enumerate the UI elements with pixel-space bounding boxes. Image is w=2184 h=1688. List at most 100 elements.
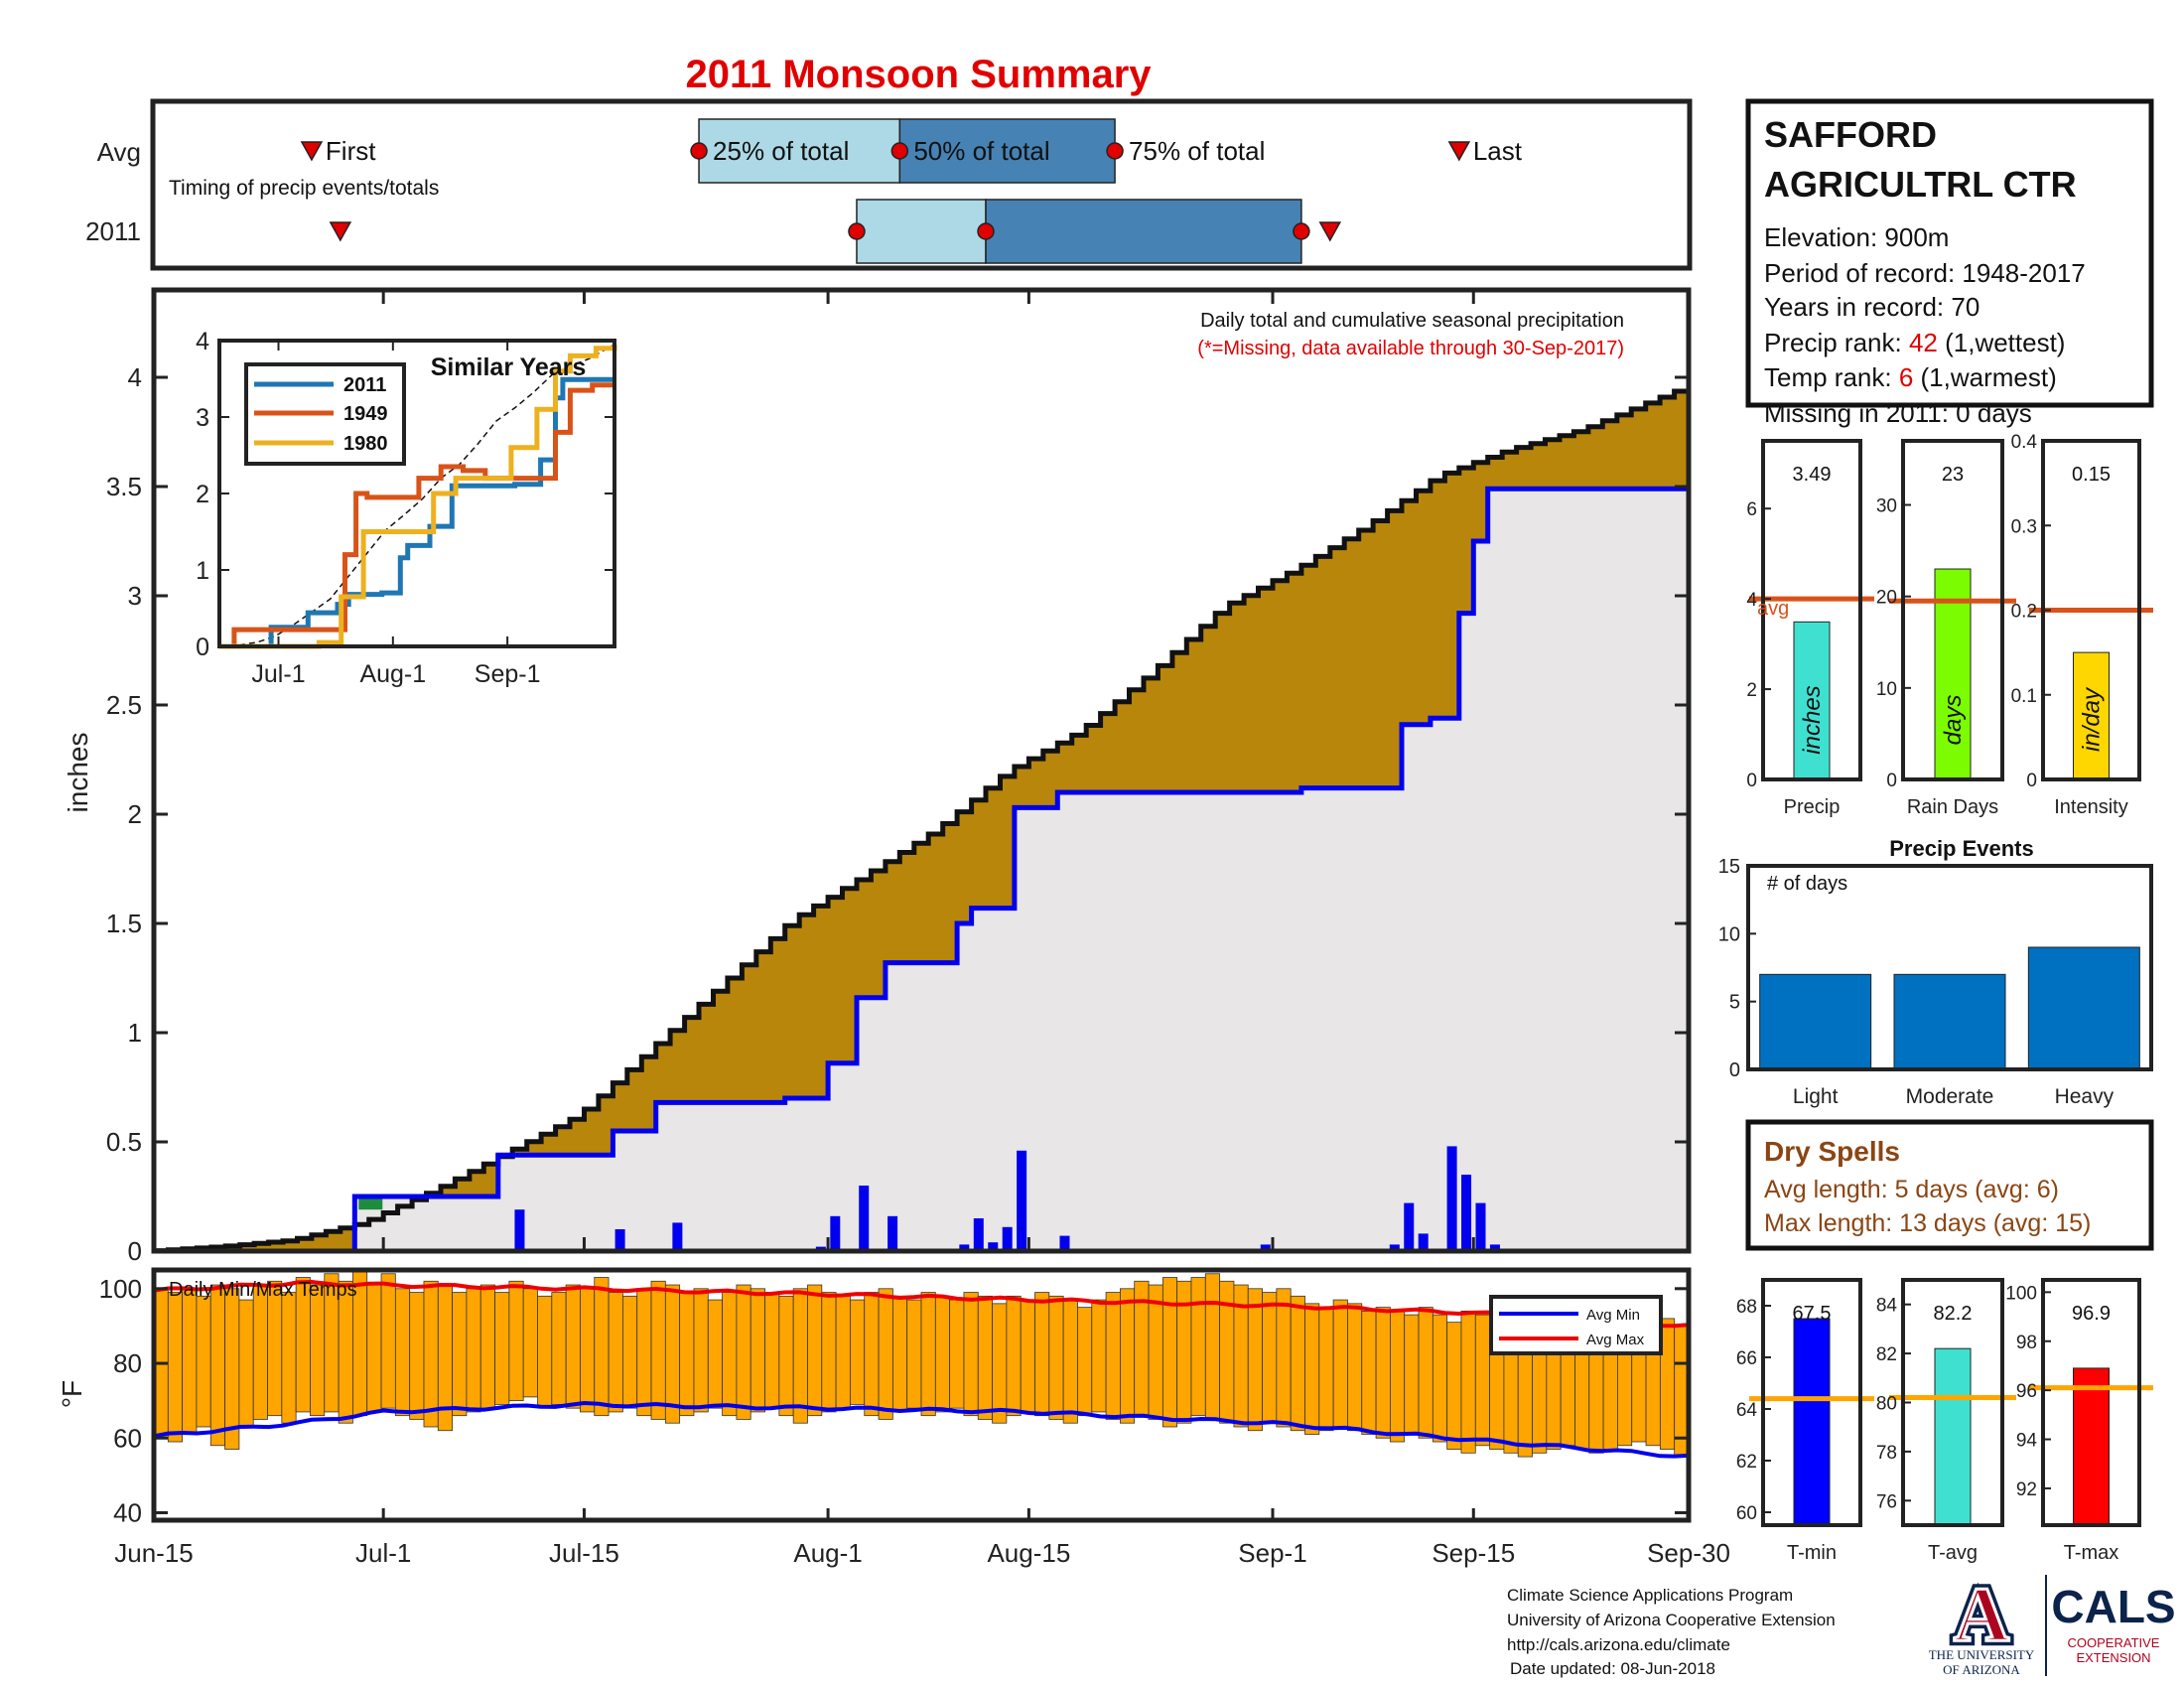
daily-precip-bar [1002, 1226, 1013, 1251]
daily-temp-range-bar [992, 1303, 1008, 1424]
inset-x-tick-label: Aug-1 [359, 660, 426, 688]
daily-precip-bar [887, 1215, 898, 1251]
daily-temp-range-bar [252, 1284, 268, 1420]
mini-y-tick-label: 84 [1876, 1296, 1898, 1317]
timing-label-last: Last [1473, 136, 1523, 166]
daily-temp-range-bar [452, 1292, 468, 1417]
daily-temp-range-bar [764, 1292, 780, 1409]
inset-avg-line [218, 344, 615, 647]
daily-temp-range-bar [1190, 1277, 1206, 1417]
mini-value-bar [2073, 651, 2110, 780]
timing-box-25-50 [698, 118, 901, 184]
mini-category-label: T-min [1787, 1542, 1837, 1564]
daily-temp-range-bar [707, 1299, 723, 1409]
station-precip-rank: Precip rank: 42 (1,wettest) [1764, 328, 2065, 357]
timing-percentile-marker [1106, 142, 1124, 160]
daily-temp-range-bar [338, 1280, 353, 1424]
temp-plot-frame [151, 1267, 1692, 1523]
mini-panel-frame [2041, 1278, 2141, 1527]
footer-line3: http://cals.arizona.edu/climate [1507, 1635, 1730, 1654]
inset-legend-label-1949: 1949 [343, 403, 388, 425]
mini-panel-frame [1761, 439, 1862, 781]
timing-box-50-75 [985, 199, 1302, 264]
mini-y-tick-label: 0 [2026, 771, 2037, 791]
daily-precip-bar [514, 1209, 525, 1251]
daily-temp-range-bar [722, 1292, 738, 1417]
daily-temp-range-bar [1062, 1299, 1078, 1424]
timing-first-last-marker [300, 141, 324, 162]
main-y-tick-label: 3.5 [106, 472, 142, 501]
daily-temp-range-bar [949, 1299, 965, 1409]
observed-cumulative-fill [154, 489, 1689, 1251]
daily-temp-range-bar [621, 1295, 638, 1409]
main-y-tick-label: 2.5 [106, 690, 142, 720]
daily-precip-bar [1059, 1235, 1070, 1251]
ua-logo-letter-outline: A [1954, 1571, 2009, 1657]
daily-temp-range-bar [209, 1284, 225, 1447]
daily-temp-range-bar [750, 1288, 765, 1413]
timing-percentile-marker [890, 142, 909, 160]
daily-temp-range-bar [167, 1292, 184, 1443]
daily-temp-range-bar [224, 1288, 240, 1450]
daily-precip-bar [830, 1215, 841, 1251]
mini-panel-frame [1761, 1278, 1862, 1527]
temp-y-tick-label: 100 [99, 1274, 142, 1304]
daily-temp-range-bar [608, 1292, 623, 1413]
observed-cumulative-line [154, 486, 1689, 1254]
temp-summary-panels: 60 62 64 66 68 67.5 T-min 76 78 80 82 84 82.2 T-avg 92… [1736, 1278, 2153, 1564]
temp-layer: 40 60 80 100 [99, 1269, 1691, 1527]
mini-y-tick-label: 82 [1876, 1344, 1897, 1365]
daily-precip-bar [1017, 1150, 1027, 1251]
daily-temp-range-bar [508, 1280, 524, 1402]
mini-y-tick-label: 0 [1746, 771, 1757, 791]
daily-temp-range-bar [792, 1288, 808, 1424]
mini-value-label: 96.9 [2072, 1303, 2111, 1325]
daily-temp-range-bar [1048, 1295, 1064, 1420]
temp-legend-label-avg-min: Avg Min [1586, 1307, 1640, 1324]
main-note-line2: (*=Missing, data available through 30-Se… [1197, 338, 1624, 359]
inset-y-tick-label: 3 [196, 404, 209, 432]
cals-logo-sub2: EXTENSION [2076, 1650, 2150, 1665]
daily-temp-range-bar [1276, 1288, 1292, 1428]
daily-temp-range-bar [1318, 1307, 1334, 1432]
x-tick-label: Sep-30 [1647, 1538, 1730, 1568]
timing-percentile-marker [1293, 222, 1310, 240]
mini-category-label: T-avg [1928, 1542, 1978, 1564]
x-tick-label: Jun-15 [114, 1538, 194, 1568]
timing-label-50: 50% of total [913, 136, 1049, 166]
timing-row-avg-label: Avg [97, 137, 141, 167]
precip-event-category-label: Light [1793, 1085, 1839, 1108]
timing-percentile-marker [690, 142, 708, 160]
daily-temp-range-bar [977, 1295, 993, 1420]
mini-category-label: Precip [1784, 796, 1841, 818]
daily-temp-range-bar [1020, 1299, 1035, 1413]
mini-avg-label: avg [1757, 598, 1789, 620]
daily-temp-range-bar [409, 1292, 425, 1420]
surplus-fill [358, 1198, 383, 1210]
daily-temp-range-bar [182, 1288, 198, 1435]
daily-temp-range-bar [1404, 1314, 1420, 1435]
daily-temp-range-bar [835, 1295, 851, 1409]
mini-y-tick-label: 66 [1736, 1348, 1757, 1369]
daily-temp-range-bar [522, 1288, 538, 1398]
timing-subtitle: Timing of precip events/totals [169, 177, 439, 200]
daily-temp-range-bar [664, 1284, 681, 1424]
daily-temp-range-bar [679, 1292, 695, 1417]
daily-precip-bar [672, 1222, 683, 1251]
footer-line2: University of Arizona Cooperative Extens… [1507, 1611, 1836, 1629]
timing-first-last-marker [329, 221, 352, 242]
daily-temp-range-bar [891, 1295, 908, 1413]
timing-label-first: First [326, 136, 376, 166]
daily-temp-range-bar [821, 1292, 837, 1413]
dry-spells-avg-length: Avg length: 5 days (avg: 6) [1764, 1176, 2059, 1203]
precip-events-y-tick-label: 15 [1718, 856, 1740, 878]
timing-percentile-marker [977, 222, 995, 240]
temp-legend-label-avg-max: Avg Max [1586, 1332, 1645, 1348]
inset-x-tick-label: Sep-1 [475, 660, 541, 688]
station-box-frame [1745, 98, 2154, 408]
daily-precip-bar [1461, 1175, 1472, 1251]
daily-temp-range-bar [1077, 1307, 1093, 1417]
daily-temp-range-bar [1161, 1277, 1178, 1428]
daily-temp-range-bar [1247, 1288, 1263, 1432]
daily-temp-range-bar [1034, 1292, 1050, 1417]
